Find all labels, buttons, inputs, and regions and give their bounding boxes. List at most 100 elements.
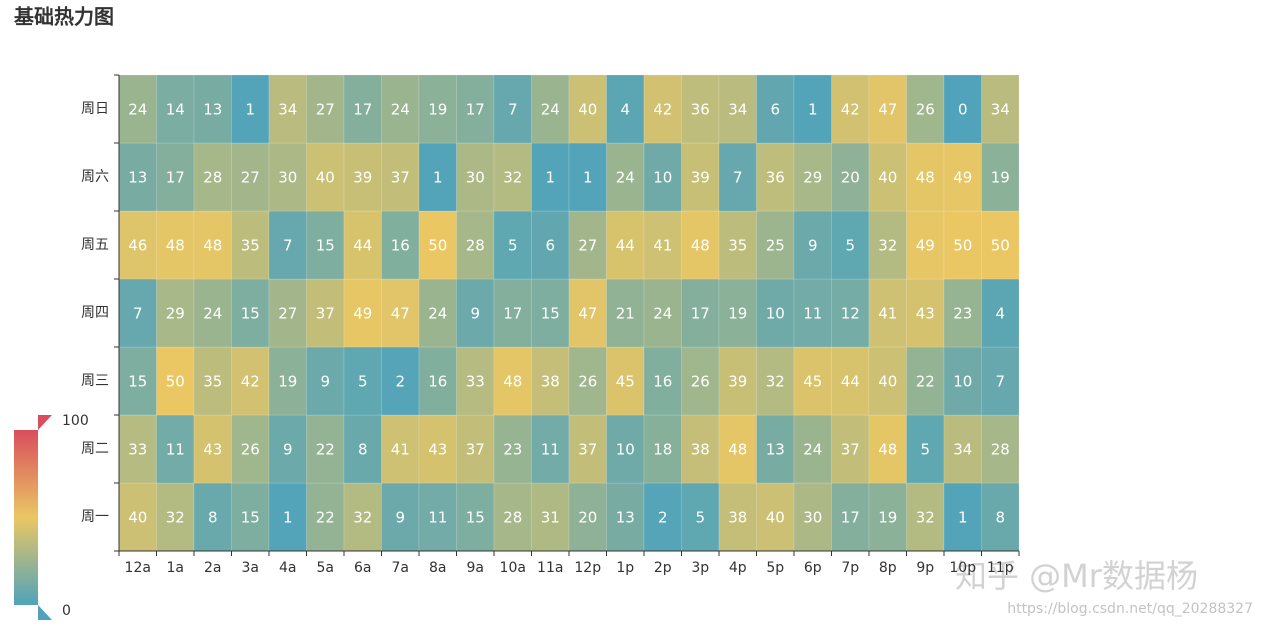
cell-label: 44	[616, 237, 635, 255]
cell-label: 41	[391, 441, 410, 459]
cell-label: 37	[316, 305, 335, 323]
heat-cell	[643, 346, 682, 416]
cell-label: 32	[878, 237, 897, 255]
cell-label: 13	[616, 509, 635, 527]
heat-cell	[268, 414, 307, 484]
heat-cell	[981, 482, 1020, 552]
heat-cell	[156, 414, 195, 484]
cell-label: 4	[995, 305, 1005, 323]
cell-label: 15	[316, 237, 335, 255]
cell-label: 44	[353, 237, 372, 255]
cell-label: 23	[953, 305, 972, 323]
cell-label: 32	[766, 373, 785, 391]
heat-cell	[118, 482, 157, 552]
cell-label: 50	[166, 373, 185, 391]
heat-cell	[531, 210, 570, 280]
heat-cell	[868, 482, 907, 552]
heat-cell	[943, 414, 982, 484]
cell-label: 40	[578, 101, 597, 119]
cell-label: 48	[878, 441, 897, 459]
heat-cell	[156, 142, 195, 212]
cell-label: 41	[653, 237, 672, 255]
cell-label: 11	[166, 441, 185, 459]
heat-cell	[193, 74, 232, 144]
cell-label: 22	[316, 441, 335, 459]
heat-cell	[606, 142, 645, 212]
heat-cell	[418, 482, 457, 552]
heat-cell	[643, 210, 682, 280]
heat-cell	[681, 482, 720, 552]
x-tick-label: 5a	[317, 560, 335, 576]
heat-cell	[531, 142, 570, 212]
heat-cell	[118, 142, 157, 212]
heat-cell	[493, 414, 532, 484]
heat-cell	[981, 346, 1020, 416]
heat-cell	[681, 142, 720, 212]
cell-label: 34	[953, 441, 972, 459]
heat-cell	[156, 210, 195, 280]
cell-label: 7	[133, 305, 143, 323]
cell-label: 25	[766, 237, 785, 255]
cell-label: 38	[728, 509, 747, 527]
cell-label: 1	[283, 509, 293, 527]
cell-label: 9	[808, 237, 818, 255]
cell-label: 9	[395, 509, 405, 527]
heat-cell	[268, 210, 307, 280]
heat-cell	[943, 210, 982, 280]
heat-cell	[793, 74, 832, 144]
heat-cell	[568, 278, 607, 348]
cell-label: 21	[616, 305, 635, 323]
heat-cell	[868, 346, 907, 416]
heat-cell	[831, 142, 870, 212]
heat-cell	[306, 346, 345, 416]
heat-cell	[681, 74, 720, 144]
visual-map-handle	[38, 605, 52, 620]
x-tick-label: 10p	[949, 560, 976, 576]
cell-label: 23	[503, 441, 522, 459]
cell-label: 11	[428, 509, 447, 527]
cell-label: 28	[203, 169, 222, 187]
cell-label: 7	[733, 169, 743, 187]
cell-label: 47	[391, 305, 410, 323]
heat-cell	[156, 278, 195, 348]
x-tick-label: 11p	[987, 560, 1014, 576]
cell-label: 35	[241, 237, 260, 255]
x-tick-label: 10a	[500, 560, 526, 576]
heat-cell	[193, 142, 232, 212]
cell-label: 39	[728, 373, 747, 391]
cell-label: 35	[728, 237, 747, 255]
cell-label: 24	[541, 101, 560, 119]
cell-label: 50	[428, 237, 447, 255]
cell-label: 48	[728, 441, 747, 459]
cell-label: 17	[166, 169, 185, 187]
heat-cell	[268, 74, 307, 144]
cell-label: 19	[728, 305, 747, 323]
heat-cell	[606, 278, 645, 348]
cell-label: 16	[391, 237, 410, 255]
cell-label: 24	[803, 441, 822, 459]
cell-label: 19	[428, 101, 447, 119]
heat-cell	[456, 482, 495, 552]
cell-label: 48	[166, 237, 185, 255]
heat-cell	[418, 74, 457, 144]
y-tick-label: 周日	[81, 101, 109, 117]
cell-label: 39	[353, 169, 372, 187]
cell-label: 47	[578, 305, 597, 323]
cell-label: 24	[428, 305, 447, 323]
heat-cell	[193, 210, 232, 280]
cell-label: 10	[653, 169, 672, 187]
heat-cell	[568, 414, 607, 484]
cell-label: 40	[128, 509, 147, 527]
heat-cell	[643, 142, 682, 212]
cell-label: 5	[508, 237, 518, 255]
heat-cell	[981, 210, 1020, 280]
cell-label: 47	[878, 101, 897, 119]
heat-cell	[943, 74, 982, 144]
heat-cell	[531, 482, 570, 552]
heat-cell	[906, 142, 945, 212]
cell-label: 36	[691, 101, 710, 119]
y-tick-label: 周六	[81, 169, 109, 185]
cell-label: 33	[128, 441, 147, 459]
heat-cell	[456, 414, 495, 484]
